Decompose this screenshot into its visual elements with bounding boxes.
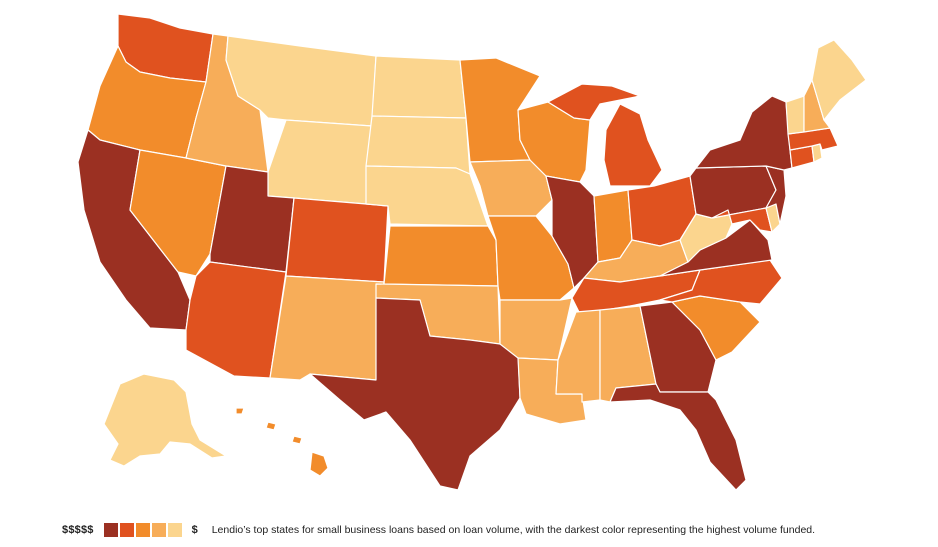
legend-caption: Lendio’s top states for small business l… <box>211 524 816 536</box>
state-north-dakota[interactable] <box>371 55 467 119</box>
legend-color-scale <box>103 523 182 537</box>
us-states-map <box>77 13 867 491</box>
state-wyoming[interactable] <box>267 119 373 205</box>
state-maine[interactable] <box>811 39 867 121</box>
state-vermont[interactable] <box>785 95 805 135</box>
state-texas[interactable] <box>309 297 521 491</box>
legend-high-label: $$$$$ <box>62 524 94 536</box>
state-hawaii-kauai[interactable] <box>235 407 245 415</box>
legend-swatch-4 <box>151 523 166 537</box>
state-arizona[interactable] <box>185 261 287 379</box>
state-hawaii-maui[interactable] <box>291 435 303 445</box>
state-new-jersey[interactable] <box>765 165 787 225</box>
map-legend: $$$$$ $ Lendio’s top states for small bu… <box>62 521 815 539</box>
state-new-york[interactable] <box>695 95 793 171</box>
legend-swatch-5 <box>167 523 182 537</box>
us-map-svg <box>77 13 867 491</box>
state-hawaii-big-island[interactable] <box>309 451 329 477</box>
state-michigan[interactable] <box>603 103 663 187</box>
state-illinois[interactable] <box>545 175 599 289</box>
state-montana[interactable] <box>225 35 377 127</box>
state-florida[interactable] <box>609 383 747 491</box>
state-south-dakota[interactable] <box>365 115 471 175</box>
legend-swatch-1 <box>103 523 118 537</box>
state-north-carolina[interactable] <box>659 259 783 305</box>
legend-low-label: $ <box>191 524 198 536</box>
legend-swatch-2 <box>119 523 134 537</box>
state-alaska[interactable] <box>103 373 227 467</box>
state-colorado[interactable] <box>285 197 389 283</box>
state-michigan-upper[interactable] <box>547 83 641 121</box>
state-massachusetts[interactable] <box>787 127 839 151</box>
legend-swatch-3 <box>135 523 150 537</box>
state-hawaii-oahu[interactable] <box>265 421 277 431</box>
state-kansas[interactable] <box>383 225 499 287</box>
state-nebraska[interactable] <box>365 165 489 227</box>
state-new-mexico[interactable] <box>269 275 385 381</box>
